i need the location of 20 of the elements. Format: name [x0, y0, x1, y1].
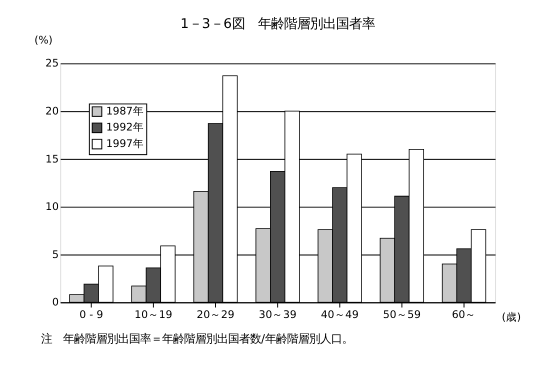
y-tick-label: 15	[45, 153, 59, 166]
y-axis-title: (%)	[34, 34, 53, 46]
x-tick-label: 0 - 9	[79, 309, 104, 322]
y-tick-label: 20	[45, 105, 59, 118]
x-tick-label: 30～39	[258, 309, 297, 322]
x-tick-label: 60～	[452, 309, 476, 322]
y-tick-label: 25	[45, 58, 59, 70]
x-tick-label: 40～49	[320, 309, 359, 322]
y-tick-label: 0	[52, 296, 59, 309]
y-tick-label: 5	[52, 248, 59, 261]
x-tick-label: 20～29	[196, 309, 234, 322]
x-tick-label: 50～59	[383, 309, 421, 322]
legend-label: 1987年	[106, 105, 144, 118]
text: 注 年齢階層別出国率＝年齢階層別出国者数/年齢階層別人口。	[41, 331, 353, 346]
y-tick-label: 10	[45, 201, 59, 214]
x-tick-label: 10～19	[134, 309, 172, 322]
x-axis-title: (歳)	[502, 310, 521, 324]
legend-label: 1997年	[106, 138, 144, 150]
legend-label: 1992年	[106, 122, 144, 134]
chart-title: 1－3－6図 年齢階層別出国者率	[180, 16, 375, 32]
